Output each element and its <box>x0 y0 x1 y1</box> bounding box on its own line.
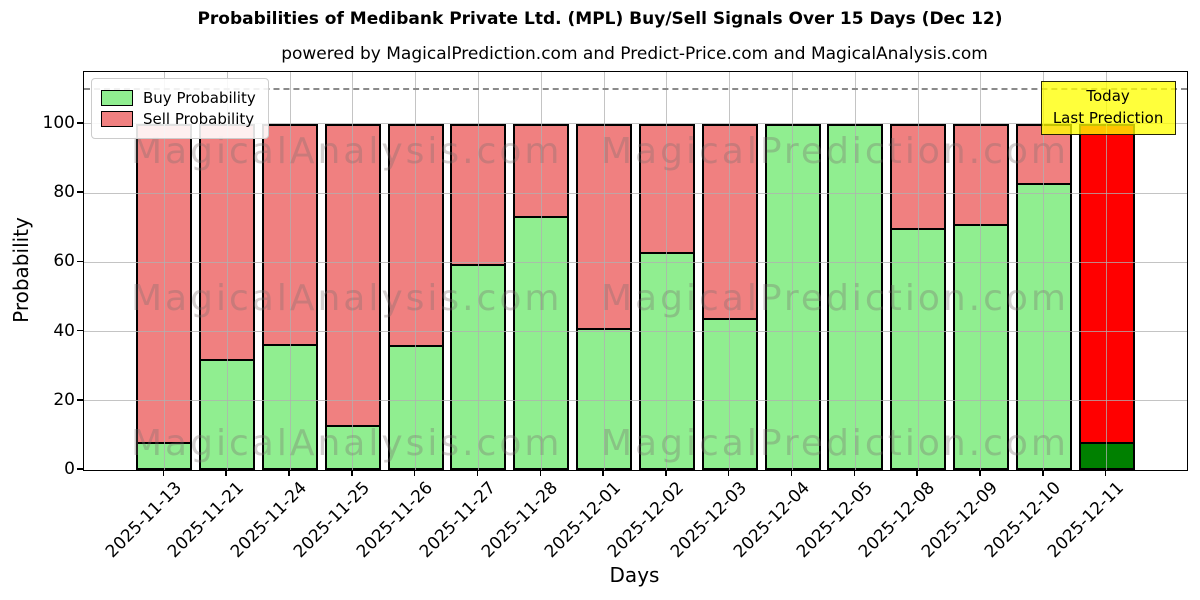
legend-item-sell: Sell Probability <box>101 110 256 128</box>
buy-bar <box>387 345 444 470</box>
buy-bar <box>199 359 256 470</box>
x-tick-mark <box>162 470 165 476</box>
x-tick-mark <box>351 470 353 476</box>
x-tick-mark <box>539 470 542 476</box>
y-tick-label: 80 <box>53 182 75 203</box>
x-tick-mark <box>476 470 479 476</box>
y-tick-mark <box>77 191 83 193</box>
sell-bar <box>513 123 570 218</box>
x-tick-mark <box>225 470 227 476</box>
today-annotation-line1: Today <box>1086 87 1130 105</box>
sell-bar <box>450 123 507 267</box>
buy-bar <box>952 224 1009 470</box>
legend: Buy Probability Sell Probability <box>91 78 269 139</box>
y-tick-label: 20 <box>53 389 75 410</box>
x-tick-mark <box>1104 470 1107 476</box>
buy-bar <box>638 251 695 470</box>
sell-bar <box>387 123 444 348</box>
legend-buy-label: Buy Probability <box>143 89 256 107</box>
buy-bar <box>1015 182 1072 470</box>
sell-bar <box>638 123 695 254</box>
sell-bar <box>199 123 256 362</box>
chart-title: Probabilities of Medibank Private Ltd. (… <box>197 9 1003 29</box>
y-tick-label: 100 <box>42 112 75 133</box>
buy-bar <box>450 264 507 470</box>
y-tick-mark <box>77 399 83 401</box>
legend-sell-label: Sell Probability <box>143 110 255 128</box>
buy-bar <box>890 227 947 470</box>
today-annotation: Today Last Prediction <box>1040 81 1176 135</box>
y-tick-mark <box>77 260 83 263</box>
x-axis-label: Days <box>609 563 660 587</box>
sell-bar <box>701 123 758 320</box>
y-tick-label: 0 <box>64 459 75 479</box>
y-tick-label: 40 <box>53 320 75 341</box>
buy-bar <box>513 215 570 470</box>
plot-area: MagicalAnalysis.com MagicalPrediction.com… <box>83 71 1188 471</box>
y-tick-mark <box>77 329 83 332</box>
x-tick-mark <box>853 470 856 476</box>
x-tick-mark <box>790 470 793 476</box>
buy-bar <box>136 442 193 470</box>
sell-bar <box>324 123 381 428</box>
sell-bar <box>576 123 633 331</box>
x-tick-mark <box>727 470 730 476</box>
x-tick-mark <box>288 470 290 476</box>
buy-bar <box>576 328 633 470</box>
legend-item-buy: Buy Probability <box>101 89 256 107</box>
x-tick-mark <box>665 470 667 476</box>
buy-bar <box>262 343 319 470</box>
x-tick-mark <box>979 470 981 476</box>
buy-bar <box>827 123 884 470</box>
sell-bar <box>136 123 193 445</box>
y-tick-label: 60 <box>53 251 75 272</box>
buy-bar <box>324 425 381 470</box>
sell-bar <box>1078 123 1135 445</box>
buy-bar <box>1078 442 1135 470</box>
x-tick-mark <box>413 470 416 476</box>
buy-bar <box>764 123 821 470</box>
x-tick-mark <box>916 470 918 476</box>
buy-swatch-icon <box>101 90 133 106</box>
y-tick-mark <box>77 122 83 124</box>
today-annotation-line2: Last Prediction <box>1052 108 1164 127</box>
sell-bar <box>262 123 319 346</box>
chart-subtitle: powered by MagicalPrediction.com and Pre… <box>281 44 988 64</box>
x-tick-mark <box>1042 470 1044 476</box>
x-tick-mark <box>602 470 604 476</box>
sell-bar <box>952 123 1009 227</box>
sell-swatch-icon <box>101 111 133 127</box>
sell-bar <box>890 123 947 230</box>
y-tick-mark <box>77 468 83 470</box>
buy-bar <box>701 317 758 470</box>
